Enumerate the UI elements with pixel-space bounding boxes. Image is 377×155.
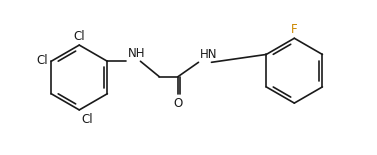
Text: Cl: Cl [74,30,85,43]
Text: Cl: Cl [82,113,93,126]
Text: F: F [291,23,297,36]
Text: NH: NH [127,47,145,60]
Text: Cl: Cl [37,54,48,67]
Text: O: O [173,97,182,110]
Text: HN: HN [200,48,218,61]
